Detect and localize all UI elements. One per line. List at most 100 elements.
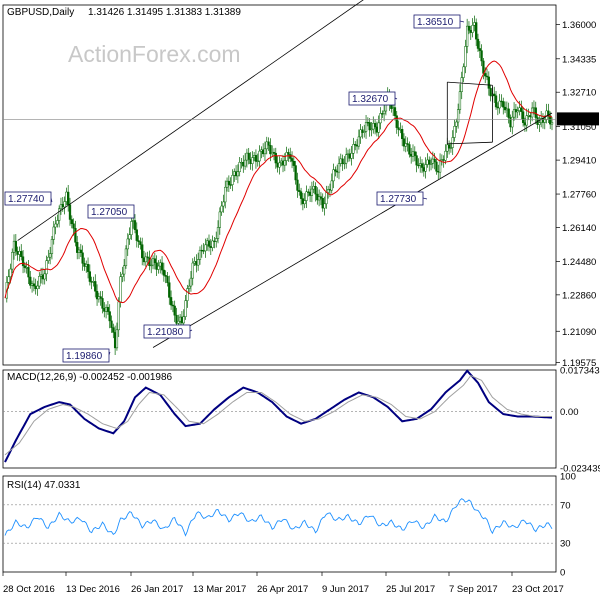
candle-body — [482, 60, 485, 74]
candle-body — [487, 76, 490, 89]
candle-body — [549, 115, 552, 125]
candle-body — [355, 144, 359, 147]
candle-body — [126, 238, 129, 250]
candle-body — [247, 152, 250, 160]
candle-body — [262, 149, 265, 155]
candle-body — [274, 152, 277, 164]
candle-body — [484, 73, 487, 77]
candle-body — [198, 249, 202, 260]
price-tick-label: 1.27760 — [562, 190, 596, 201]
callout-label: 1.27740 — [8, 194, 45, 205]
candle-body — [30, 283, 34, 286]
candle-body — [292, 160, 295, 166]
candle-body — [222, 201, 225, 207]
candle-body — [404, 143, 407, 147]
candle-body — [122, 265, 126, 275]
candle-body — [162, 269, 166, 276]
candle-body — [251, 157, 254, 164]
candle-body — [159, 262, 162, 267]
candle-body — [415, 155, 418, 166]
candle-body — [14, 240, 17, 252]
candle-body — [124, 248, 128, 266]
candle-body — [336, 170, 339, 173]
candle-body — [437, 171, 440, 173]
candle-body — [45, 260, 48, 275]
candle-body — [27, 267, 30, 278]
candle-body — [281, 160, 285, 166]
candle-body — [447, 144, 451, 149]
candle-body — [460, 77, 463, 92]
candle-body — [438, 160, 442, 173]
candle-body — [326, 189, 330, 193]
candle-body — [480, 50, 483, 62]
candle-body — [532, 107, 536, 109]
candle-body — [363, 131, 366, 133]
candle-body — [155, 262, 158, 270]
candle-body — [197, 259, 200, 266]
candle-body — [224, 186, 227, 203]
candle-body — [317, 196, 321, 201]
candle-body — [77, 249, 81, 253]
candle-body — [366, 121, 370, 124]
candle-body — [393, 107, 397, 116]
candle-body — [527, 115, 530, 117]
candle-body — [391, 107, 395, 109]
candle-body — [81, 252, 84, 264]
candle-body — [428, 159, 431, 165]
candle-body — [411, 151, 415, 157]
candle-body — [516, 110, 519, 113]
price-channel — [17, 0, 553, 348]
candle-body — [538, 122, 541, 125]
candle-body — [502, 101, 505, 108]
candle-body — [249, 159, 252, 164]
candle-body — [294, 165, 297, 181]
callout-label: 1.32670 — [352, 94, 389, 105]
candle-body — [168, 282, 171, 298]
candle-body — [283, 160, 286, 166]
candle-body — [420, 163, 424, 168]
candle-body — [467, 25, 471, 31]
macd-tick-label: 0.00 — [560, 407, 579, 418]
candle-body — [359, 129, 362, 138]
callout-box — [348, 91, 396, 106]
candle-body — [471, 25, 474, 33]
candle-body — [213, 240, 216, 242]
candle-body — [175, 314, 178, 324]
candle-body — [173, 305, 176, 316]
candle-body — [410, 153, 413, 157]
candle-body — [227, 180, 231, 185]
candle-body — [186, 288, 189, 301]
candle-body — [520, 107, 523, 112]
candle-body — [458, 91, 462, 110]
candle-body — [61, 204, 64, 208]
candle-body — [169, 297, 173, 306]
candle-body — [377, 122, 380, 133]
candle-body — [265, 141, 268, 150]
candle-body — [440, 159, 444, 161]
candle-body — [21, 256, 25, 267]
candle-body — [500, 100, 503, 103]
candle-body — [97, 296, 101, 300]
callout-label: 1.36510 — [417, 17, 454, 28]
candle-body — [113, 332, 117, 349]
candle-body — [372, 123, 375, 130]
rsi-axis-labels: 100 70 30 0 — [560, 472, 576, 579]
candle-body — [343, 162, 346, 165]
candle-body — [58, 208, 61, 221]
candle-body — [130, 221, 133, 235]
callout-box — [143, 324, 191, 339]
macd-line — [4, 369, 553, 463]
candle-body — [86, 263, 90, 272]
candle-body — [325, 192, 328, 205]
candle-body — [157, 265, 160, 270]
candle-body — [507, 108, 510, 118]
callout-box — [87, 204, 135, 219]
candle-body — [370, 128, 373, 131]
candle-body — [529, 115, 532, 118]
candle-body — [263, 148, 267, 155]
candle-body — [354, 144, 357, 146]
callout-box — [413, 14, 461, 29]
candle-body — [52, 226, 55, 240]
candle-body — [177, 320, 180, 324]
